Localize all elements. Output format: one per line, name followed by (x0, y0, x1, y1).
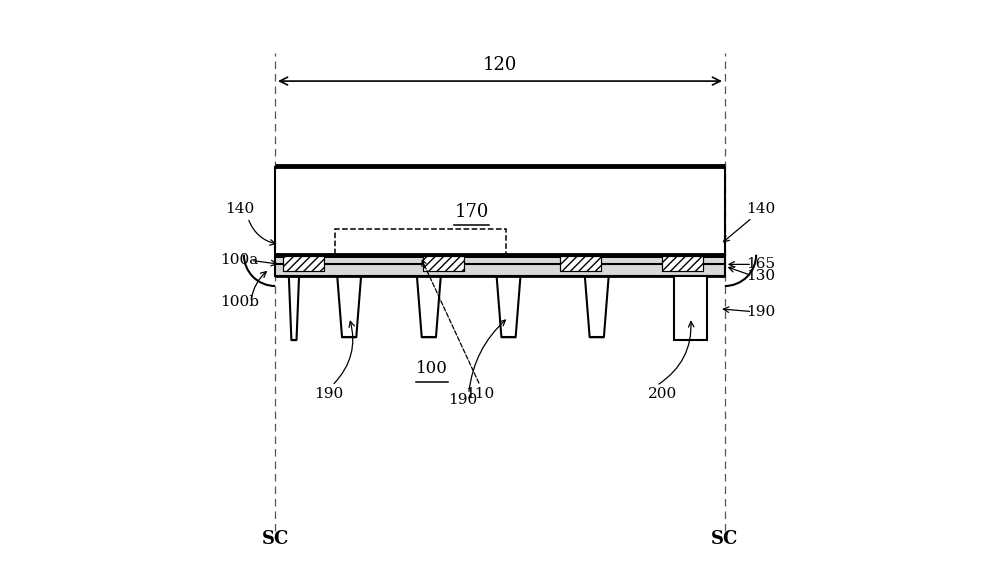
Text: 140: 140 (225, 202, 254, 216)
Bar (283, 256, 324, 271)
Text: SC: SC (711, 530, 739, 549)
Bar (275, 256, 725, 276)
Text: 100: 100 (416, 360, 448, 377)
Bar (335, 229, 506, 256)
Bar (674, 276, 707, 340)
Text: 100b: 100b (220, 295, 259, 309)
Text: 130: 130 (746, 269, 775, 283)
Text: 200: 200 (648, 387, 677, 401)
Text: SC: SC (261, 530, 289, 549)
Text: 120: 120 (483, 56, 517, 74)
Text: 190: 190 (746, 305, 775, 319)
Text: 190: 190 (315, 387, 344, 401)
Bar (662, 256, 703, 271)
Bar (423, 256, 464, 271)
Bar (275, 166, 725, 255)
Text: 165: 165 (746, 257, 775, 271)
Text: 140: 140 (746, 202, 775, 216)
Text: 110: 110 (465, 387, 495, 401)
Text: 170: 170 (454, 203, 489, 221)
Text: 100a: 100a (220, 253, 258, 267)
Bar (560, 256, 601, 271)
Text: 190: 190 (448, 393, 478, 407)
